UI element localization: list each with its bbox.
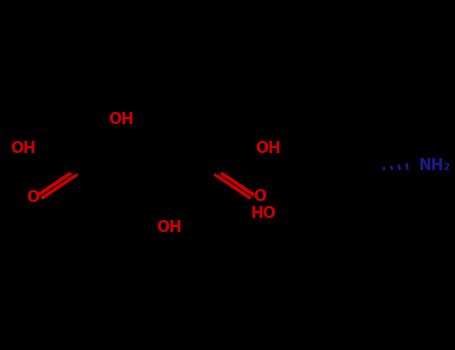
Text: OH: OH — [156, 220, 182, 235]
Text: OH: OH — [10, 141, 36, 156]
Text: OH: OH — [108, 112, 134, 127]
Text: NH₂: NH₂ — [419, 158, 451, 173]
Polygon shape — [119, 133, 126, 173]
Text: OH: OH — [256, 141, 281, 156]
Text: O: O — [253, 189, 266, 204]
Text: O: O — [26, 190, 39, 204]
Text: HO: HO — [251, 205, 277, 220]
